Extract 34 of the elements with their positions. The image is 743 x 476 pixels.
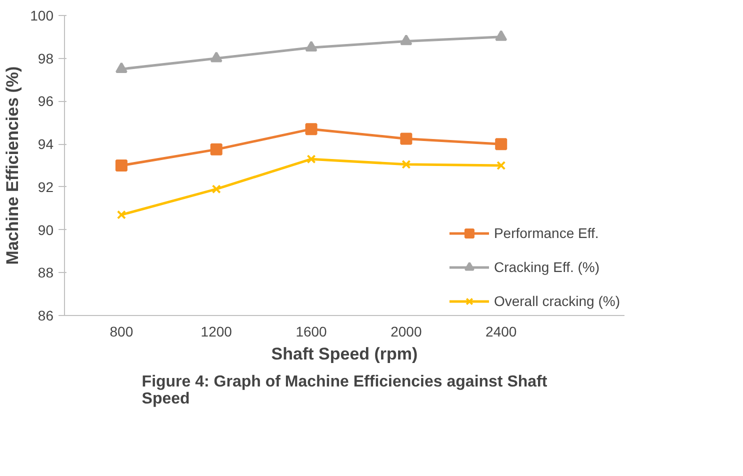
point <box>210 143 222 156</box>
legend-label: Cracking Eff. (%) <box>494 259 600 275</box>
x-tick-label: 800 <box>110 324 134 340</box>
y-tick-label: 98 <box>38 50 54 66</box>
point <box>210 52 222 62</box>
point <box>116 210 126 220</box>
point <box>495 30 508 41</box>
point <box>495 138 508 150</box>
y-tick-label: 86 <box>38 308 54 324</box>
y-tick-label: 96 <box>38 93 54 110</box>
point <box>115 160 128 172</box>
y-tick-label: 88 <box>38 264 54 281</box>
x-tick-label: 2400 <box>486 324 517 340</box>
legend-label: Performance Eff. <box>494 225 599 241</box>
y-tick-label: 94 <box>38 136 54 152</box>
point <box>402 160 411 169</box>
y-axis-title: Machine Efficiencies (%) <box>3 66 22 265</box>
x-tick-label: 1600 <box>296 324 328 340</box>
legend-label: Overall cracking (%) <box>494 293 620 309</box>
point <box>496 160 506 170</box>
x-tick-label: 1200 <box>200 324 232 340</box>
y-tick-label: 100 <box>30 8 54 24</box>
point <box>306 154 316 164</box>
point <box>400 132 412 145</box>
point <box>212 184 221 194</box>
point <box>400 34 412 46</box>
y-tick-label: 90 <box>38 222 54 238</box>
y-tick-label: 92 <box>38 178 54 195</box>
x-axis-title: Shaft Speed (rpm) <box>271 344 418 364</box>
x-tick-label: 2000 <box>390 324 422 340</box>
point <box>115 62 128 73</box>
point <box>305 40 318 52</box>
caption: Figure 4: Graph of Machine Efficiencies against Shaft Speed <box>142 374 548 408</box>
point <box>305 123 318 136</box>
